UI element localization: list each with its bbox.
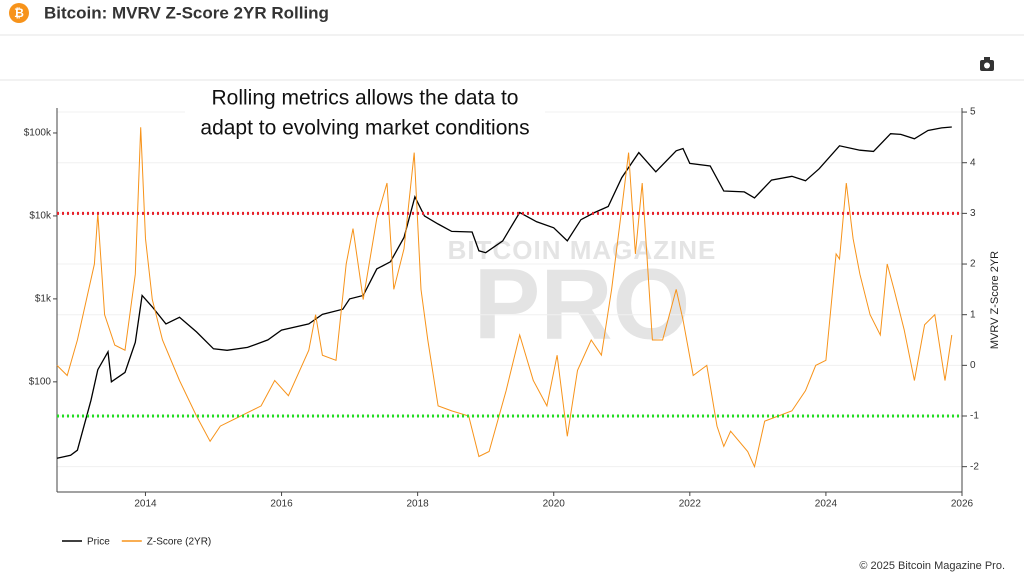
series-line xyxy=(56,127,953,469)
y2-tick-label: 5 xyxy=(970,107,976,118)
y-tick-label: $100k xyxy=(24,128,52,139)
y-tick-label: $10k xyxy=(29,211,52,222)
x-tick-label: 2018 xyxy=(407,499,430,510)
y2-tick-label: 1 xyxy=(970,309,976,320)
y-tick-label: $100 xyxy=(29,376,52,387)
footer: © 2025 Bitcoin Magazine Pro. xyxy=(859,560,1005,572)
y2-axis-label: MVRV Z-Score 2YR xyxy=(989,251,1001,349)
legend-label: Price xyxy=(87,537,110,548)
annotation: Rolling metrics allows the data to xyxy=(212,87,519,110)
x-tick-label: 2020 xyxy=(543,499,566,510)
series-line xyxy=(56,126,952,459)
watermark: BITCOIN MAGAZINE xyxy=(448,235,717,265)
chart-title: Bitcoin: MVRV Z-Score 2YR Rolling xyxy=(44,3,329,22)
y2-tick-label: 2 xyxy=(970,259,976,270)
y2-tick-label: 0 xyxy=(970,360,976,371)
x-tick-label: 2022 xyxy=(679,499,702,510)
x-tick-label: 2024 xyxy=(815,499,838,510)
camera-button[interactable] xyxy=(980,57,994,71)
y2-tick-label: 3 xyxy=(970,208,976,219)
y-tick-label: $1k xyxy=(35,294,52,305)
legend-label: Z-Score (2YR) xyxy=(147,537,211,548)
x-tick-label: 2026 xyxy=(951,499,974,510)
y2-tick-label: 4 xyxy=(970,157,976,168)
y2-tick-label: -1 xyxy=(970,411,979,422)
x-tick-label: 2014 xyxy=(134,499,157,510)
bitcoin-symbol: ₿ xyxy=(14,6,24,20)
y2-tick-label: -2 xyxy=(970,461,979,472)
annotation-box xyxy=(185,82,545,146)
x-tick-label: 2016 xyxy=(270,499,293,510)
watermark: PRO xyxy=(474,248,691,360)
annotation: adapt to evolving market conditions xyxy=(200,117,529,140)
bitcoin-icon xyxy=(9,3,29,23)
